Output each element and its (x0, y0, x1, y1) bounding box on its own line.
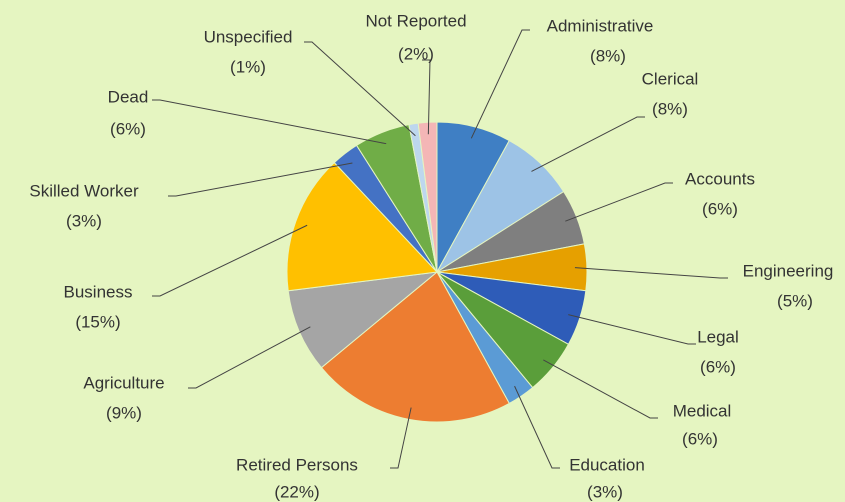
leader-line (304, 41, 416, 137)
value-label: (3%) (587, 482, 623, 501)
category-label: Skilled Worker (29, 181, 139, 200)
category-label: Not Reported (365, 11, 466, 30)
category-label: Engineering (743, 261, 834, 280)
category-label: Unspecified (204, 27, 293, 46)
category-label: Medical (673, 401, 732, 420)
category-label: Agriculture (83, 373, 164, 392)
pie-slice (286, 161, 439, 292)
leader-line (531, 116, 645, 172)
value-label: (8%) (652, 99, 688, 118)
value-label: (6%) (110, 119, 146, 138)
value-label: (9%) (106, 403, 142, 422)
leader-line (574, 267, 728, 279)
value-label: (6%) (702, 199, 738, 218)
leader-line (152, 224, 308, 297)
value-label: (3%) (66, 211, 102, 230)
leader-line (390, 407, 412, 469)
leader-line (543, 359, 658, 419)
value-label: (15%) (75, 312, 120, 331)
leader-line (152, 99, 387, 145)
category-label: Legal (697, 327, 739, 346)
leader-line (422, 59, 431, 135)
leader-line (470, 29, 530, 139)
leader-line (188, 326, 311, 389)
value-label: (8%) (590, 46, 626, 65)
leader-line (168, 162, 353, 197)
pie-slice (417, 121, 438, 273)
value-label: (6%) (700, 357, 736, 376)
category-label: Administrative (547, 16, 654, 35)
category-label: Education (569, 455, 645, 474)
category-label: Business (64, 282, 133, 301)
value-label: (1%) (230, 57, 266, 76)
category-label: Retired Persons (236, 455, 358, 474)
category-label: Accounts (685, 169, 755, 188)
leader-line (568, 314, 696, 345)
category-label: Clerical (642, 69, 699, 88)
leader-line (514, 385, 560, 469)
value-label: (5%) (777, 291, 813, 310)
leader-line (565, 182, 673, 222)
pie-slice (287, 271, 439, 369)
value-label: (6%) (682, 429, 718, 448)
value-label: (2%) (398, 44, 434, 63)
value-label: (22%) (274, 482, 319, 501)
category-label: Dead (108, 87, 149, 106)
